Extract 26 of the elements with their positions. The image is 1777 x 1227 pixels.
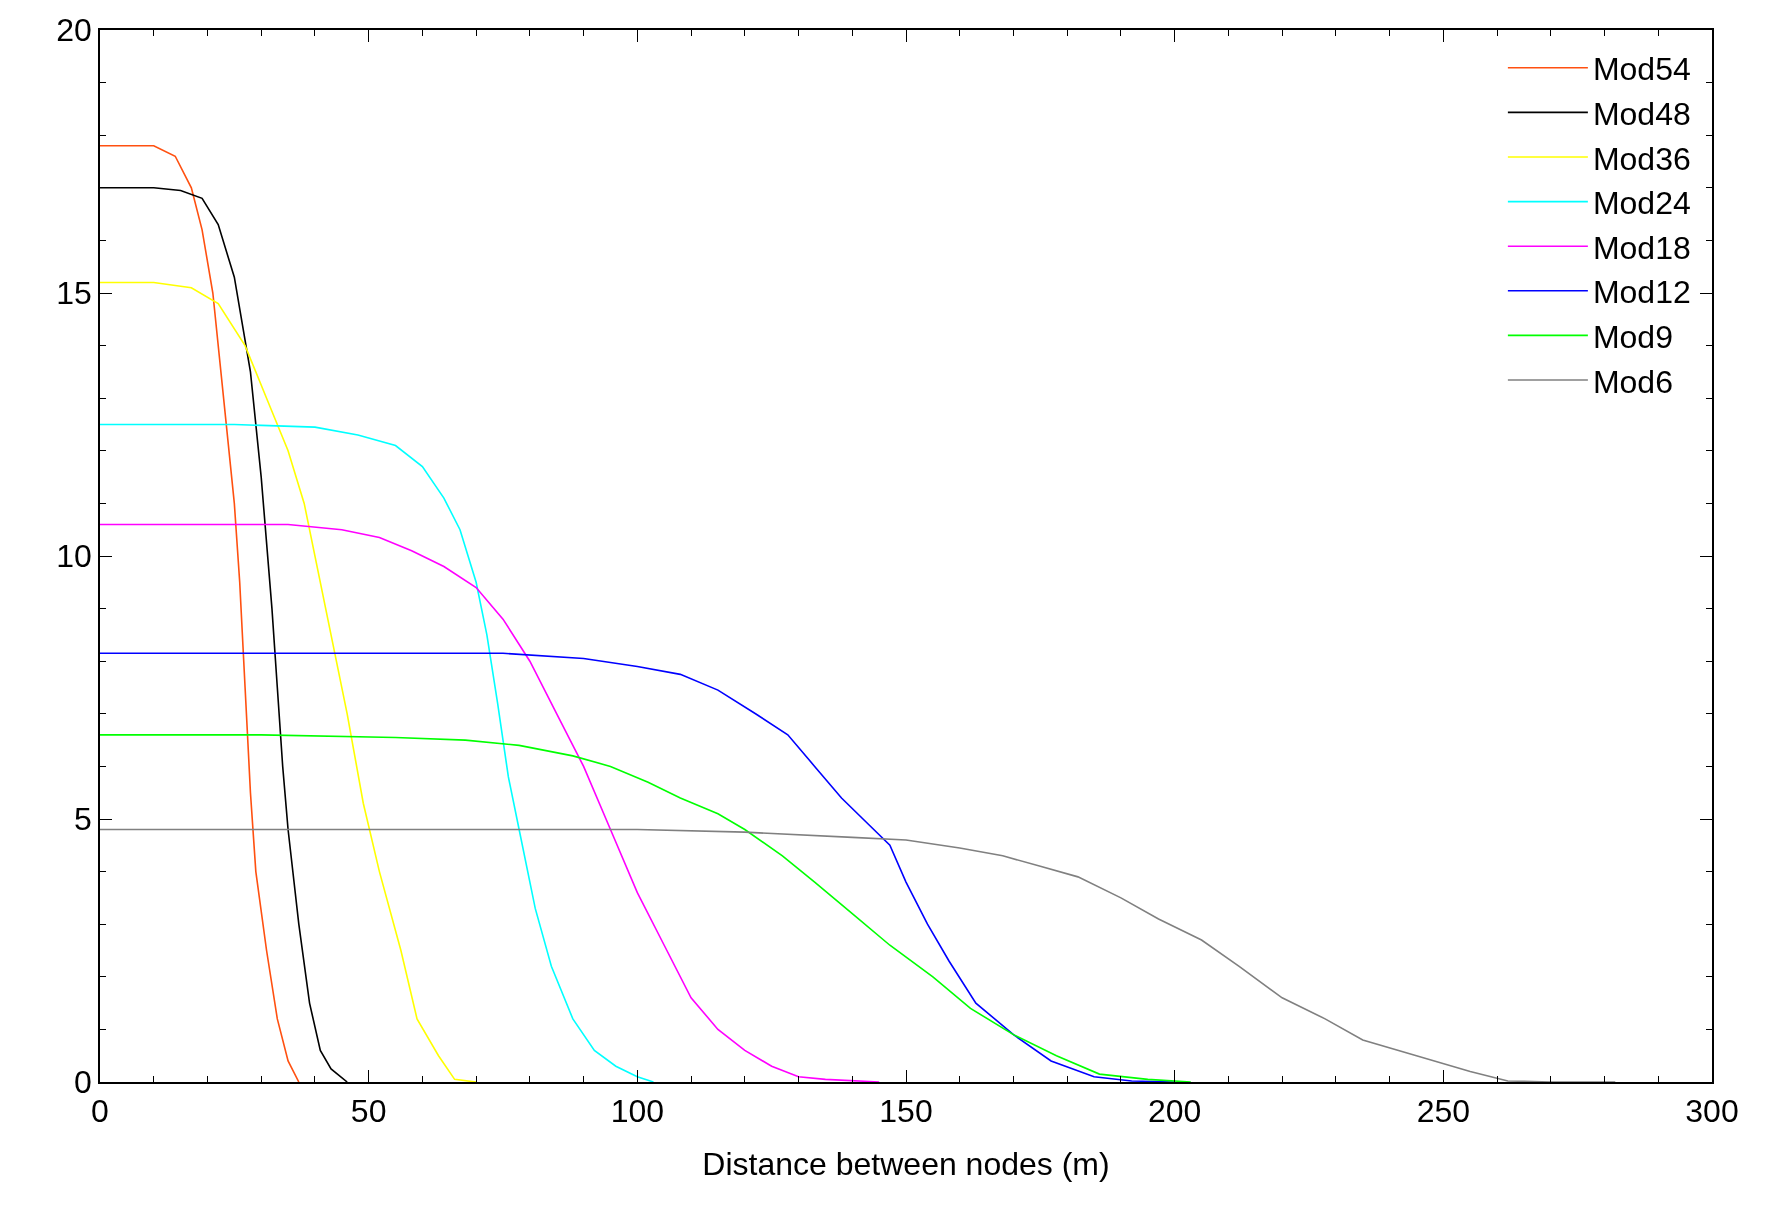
line-series <box>100 423 655 1082</box>
y-tick-label: 5 <box>74 801 92 838</box>
y-tick-label: 15 <box>56 275 92 312</box>
y-tick-label: 20 <box>56 12 92 49</box>
legend-label: Mod9 <box>1592 318 1673 355</box>
y-tick-label: 10 <box>56 538 92 575</box>
x-tick-label: 100 <box>610 1093 665 1130</box>
x-tick-label: 50 <box>350 1093 387 1130</box>
line-series <box>100 828 1617 1082</box>
legend-label: Mod6 <box>1592 363 1673 400</box>
line-series <box>100 281 477 1082</box>
x-tick-label: 250 <box>1416 1093 1471 1130</box>
x-axis-title: Distance between nodes (m) <box>702 1145 1110 1182</box>
x-tick-label: 300 <box>1685 1093 1739 1130</box>
legend-label: Mod12 <box>1592 274 1691 311</box>
y-tick-label: 0 <box>74 1064 92 1101</box>
line-series <box>100 144 300 1082</box>
legend-label: Mod24 <box>1592 185 1691 222</box>
line-series <box>100 734 1192 1082</box>
legend-label: Mod54 <box>1592 51 1691 88</box>
x-tick-label: 150 <box>879 1093 933 1130</box>
legend-label: Mod18 <box>1592 229 1691 266</box>
legend-label: Mod48 <box>1592 95 1691 132</box>
line-series <box>100 523 880 1082</box>
x-tick-label: 200 <box>1147 1093 1202 1130</box>
legend-label: Mod36 <box>1592 140 1691 177</box>
